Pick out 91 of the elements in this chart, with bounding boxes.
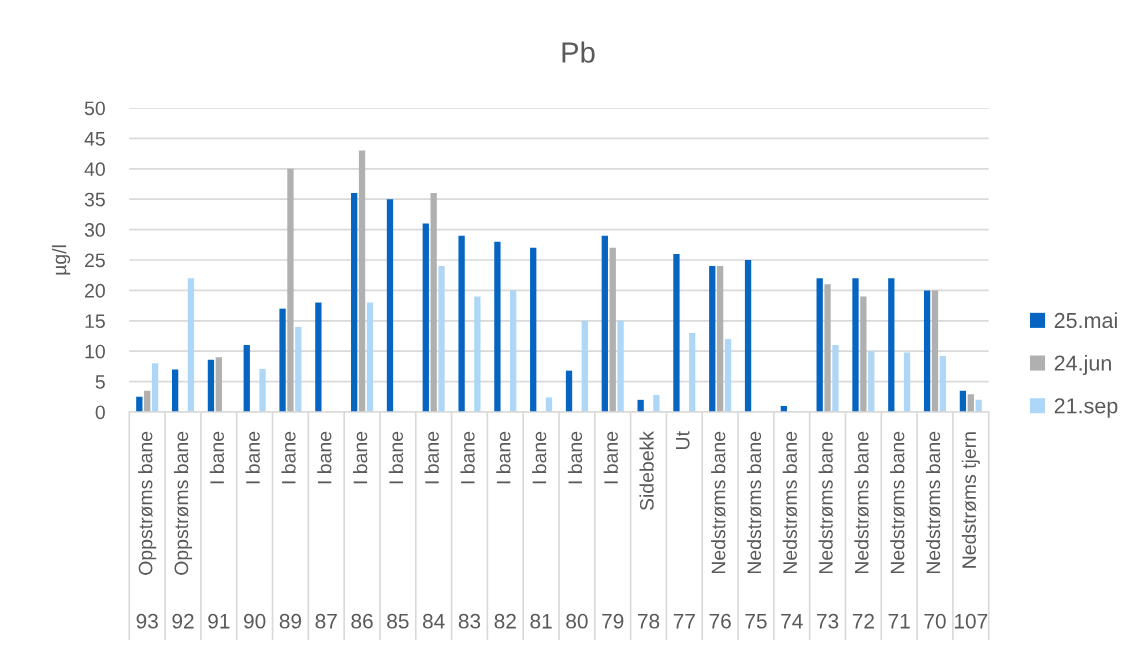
bar (295, 326, 302, 412)
y-tick-label: 45 (84, 132, 105, 146)
category-label: Nedstrøms bane 72 (852, 431, 874, 629)
category-label: Sidebekk 78 (638, 430, 660, 629)
bar (279, 308, 286, 412)
category-label: Ut 77 (673, 431, 695, 629)
bar (637, 399, 644, 412)
category-label: I bane 91 (208, 431, 230, 629)
category-label: I bane 89 (279, 431, 302, 629)
bar (474, 296, 481, 412)
bar (530, 247, 537, 412)
y-tick-label: 50 (84, 101, 105, 116)
bar (358, 150, 366, 412)
bar (967, 394, 974, 412)
bar (609, 247, 616, 412)
category-label: Nedstrøms tjern 107 (955, 432, 988, 629)
category-label: Nedstrøms bane 73 (817, 431, 839, 629)
category-label: Oppstrøms bane 93 (136, 431, 158, 629)
y-axis-title: µg/l (52, 245, 71, 275)
bar (545, 397, 553, 412)
bar (689, 332, 696, 412)
legend-label: 25.mai (1054, 312, 1117, 329)
bar (510, 290, 517, 412)
bar (601, 235, 608, 412)
bar (287, 168, 294, 412)
bar (581, 320, 588, 412)
category-label: I bane 81 (530, 431, 552, 629)
chart-title: Pb (562, 41, 595, 63)
y-tick-label: 25 (85, 253, 105, 268)
bar (351, 193, 358, 412)
y-tick-label: 15 (85, 314, 105, 329)
y-tick-label: 0 (95, 405, 105, 420)
category-label: I bane 87 (315, 431, 337, 629)
bar (438, 266, 445, 412)
bar (171, 369, 179, 412)
bar (673, 253, 680, 412)
category-label: I bane 84 (422, 431, 445, 629)
category-label: I bane 82 (494, 431, 516, 629)
bar (617, 320, 624, 412)
category-label: Nedstrøms bane 74 (781, 431, 803, 629)
bar (888, 278, 895, 412)
bar (923, 290, 931, 412)
bar (458, 235, 465, 412)
bar (868, 351, 875, 412)
bar (744, 260, 752, 412)
y-tick-label: 5 (95, 375, 105, 389)
y-tick-label: 35 (84, 192, 105, 207)
bar (207, 359, 215, 412)
bar (903, 352, 911, 412)
legend-label: 24.jun (1054, 354, 1111, 376)
bar (187, 278, 195, 412)
bar (832, 345, 839, 412)
category-label: I bane 85 (387, 431, 409, 629)
bar (939, 356, 947, 412)
bar (151, 363, 159, 412)
bar (852, 278, 859, 412)
bar (824, 284, 831, 412)
category-label: I bane 86 (351, 431, 373, 629)
bar (816, 278, 823, 412)
bar (724, 339, 732, 412)
y-tick-label: 10 (85, 344, 105, 359)
bar (931, 290, 939, 412)
category-label: I bane 79 (602, 431, 624, 629)
bar (716, 266, 724, 412)
category-label: I bane 90 (244, 431, 266, 629)
bar (259, 368, 266, 412)
category-label: Nedstrøms bane 70 (924, 431, 946, 629)
category-label: Nedstrøms bane 76 (709, 431, 731, 629)
category-label: I bane 80 (566, 431, 588, 629)
category-label: Nedstrøms bane 71 (888, 431, 910, 629)
legend-label: 21.sep (1054, 398, 1118, 418)
bar (494, 241, 501, 412)
bar (565, 370, 573, 412)
bar (422, 223, 429, 412)
bar (430, 193, 437, 412)
bar (860, 296, 867, 412)
category-label: Nedstrøms bane 75 (745, 431, 767, 629)
bar (315, 302, 322, 412)
bar (144, 390, 151, 412)
bar (243, 345, 250, 412)
y-tick-label: 20 (85, 283, 105, 298)
bar (366, 302, 374, 412)
bar (215, 357, 222, 412)
bar (959, 390, 967, 412)
bar (709, 266, 716, 412)
bar (386, 199, 394, 412)
y-tick-label: 30 (84, 223, 105, 237)
category-label: I bane 83 (458, 431, 481, 629)
bar (653, 394, 660, 412)
category-label: Oppstrøms bane 92 (172, 431, 194, 629)
y-tick-label: 40 (84, 162, 105, 177)
